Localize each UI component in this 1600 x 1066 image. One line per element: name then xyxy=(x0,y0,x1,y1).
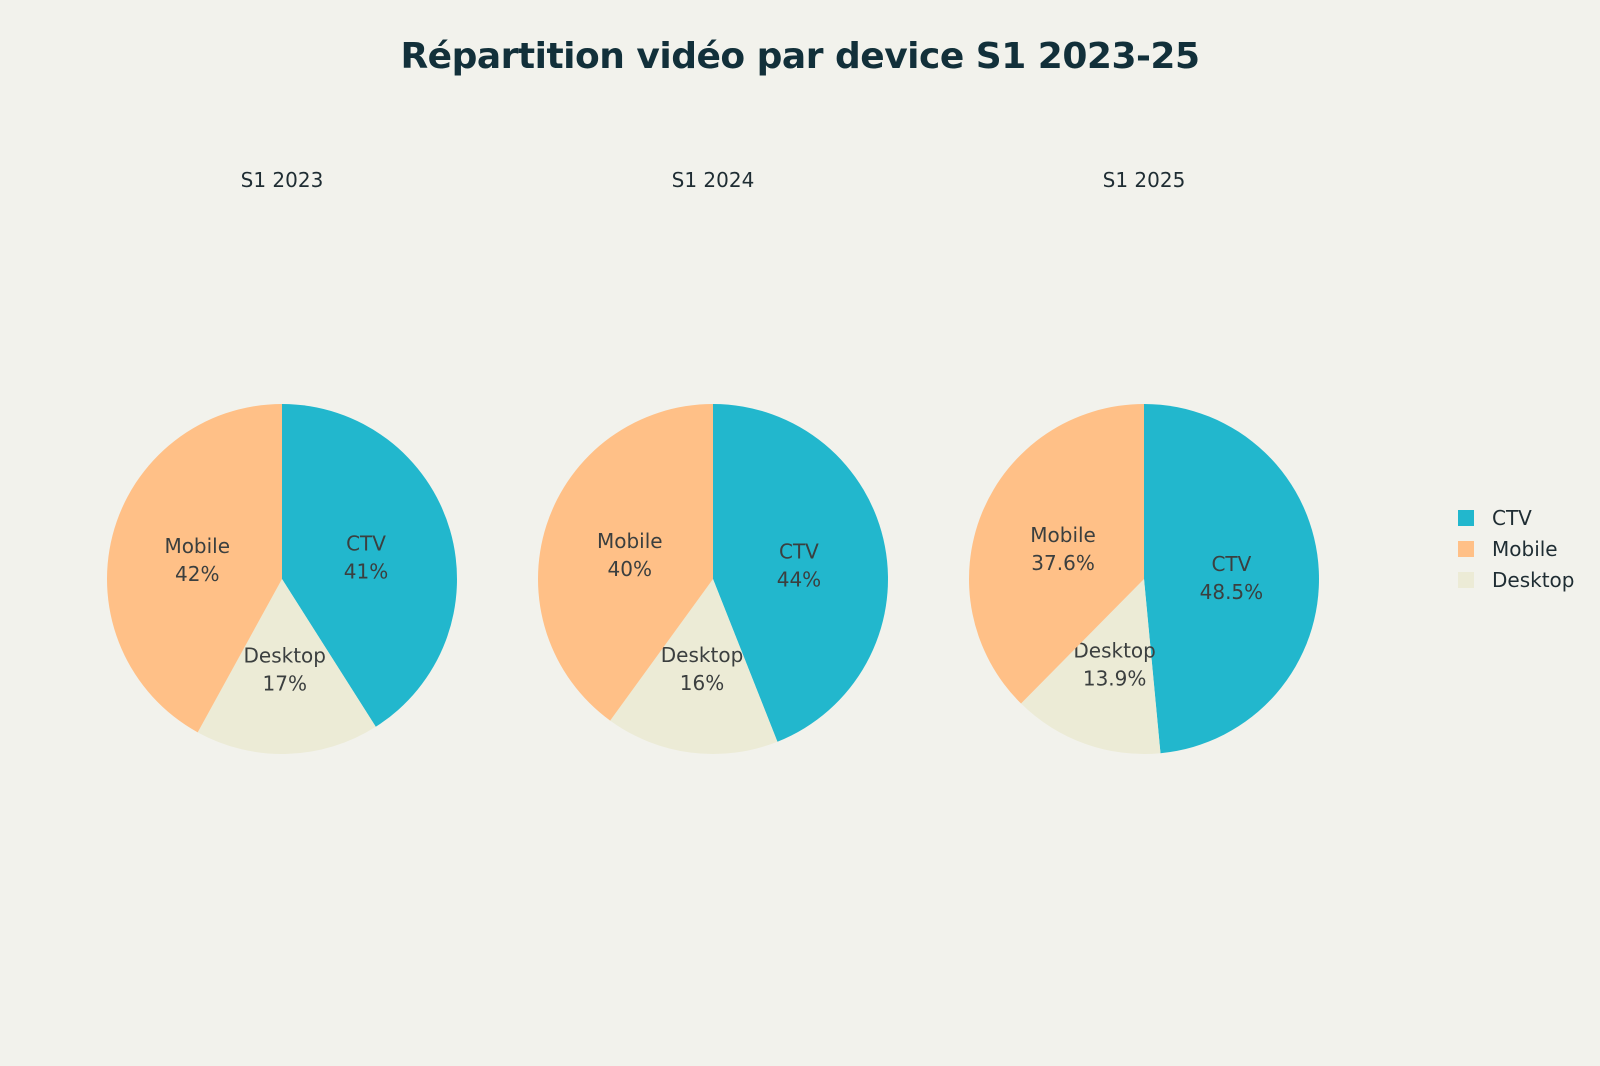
slice-label-mobile: Mobile 40% xyxy=(597,529,663,581)
pie-3: S1 2025 CTV 48.5% Desktop 13.9% Mobile 37.6% xyxy=(969,168,1320,754)
slice-desktop[interactable] xyxy=(1021,579,1161,754)
slice-ctv[interactable] xyxy=(713,404,889,742)
pie-title: S1 2024 xyxy=(672,168,755,192)
legend: CTV Mobile Desktop xyxy=(1458,502,1574,595)
slice-label-desktop: Desktop 16% xyxy=(661,643,743,695)
legend-swatch-ctv xyxy=(1458,509,1474,526)
slice-desktop[interactable] xyxy=(610,579,778,754)
legend-swatch-mobile xyxy=(1458,540,1474,557)
slice-label-ctv: CTV 44% xyxy=(777,540,821,592)
pie-1: S1 2023 CTV 41% Desktop 17% Mobile 42% xyxy=(106,168,458,754)
slice-mobile[interactable] xyxy=(969,404,1144,704)
legend-label-ctv: CTV xyxy=(1492,505,1532,530)
slice-label-desktop: Desktop 13.9% xyxy=(1073,638,1155,690)
slice-label-mobile: Mobile 37.6% xyxy=(1030,523,1096,575)
pie-2: S1 2024 CTV 44% Desktop 16% Mobile 40% xyxy=(537,168,889,754)
legend-label-mobile: Mobile xyxy=(1492,536,1558,561)
slice-label-mobile: Mobile 42% xyxy=(164,534,230,586)
slice-ctv[interactable] xyxy=(1144,403,1320,754)
slice-label-ctv: CTV 48.5% xyxy=(1200,552,1264,604)
pie-title: S1 2023 xyxy=(241,168,324,192)
legend-swatch-desktop xyxy=(1458,571,1474,588)
slice-mobile[interactable] xyxy=(537,404,713,721)
legend-item-ctv[interactable]: CTV xyxy=(1458,502,1574,533)
legend-item-mobile[interactable]: Mobile xyxy=(1458,533,1574,564)
slice-label-desktop: Desktop 17% xyxy=(244,643,326,695)
chart-title: Répartition vidéo par device S1 2023-25 xyxy=(400,36,1200,77)
legend-item-desktop[interactable]: Desktop xyxy=(1458,564,1574,595)
pie-title: S1 2025 xyxy=(1103,168,1186,192)
slice-ctv[interactable] xyxy=(282,404,458,727)
slice-desktop[interactable] xyxy=(197,579,376,754)
slice-mobile[interactable] xyxy=(106,404,282,733)
legend-label-desktop: Desktop xyxy=(1492,567,1575,592)
slice-label-ctv: CTV 41% xyxy=(344,532,388,584)
